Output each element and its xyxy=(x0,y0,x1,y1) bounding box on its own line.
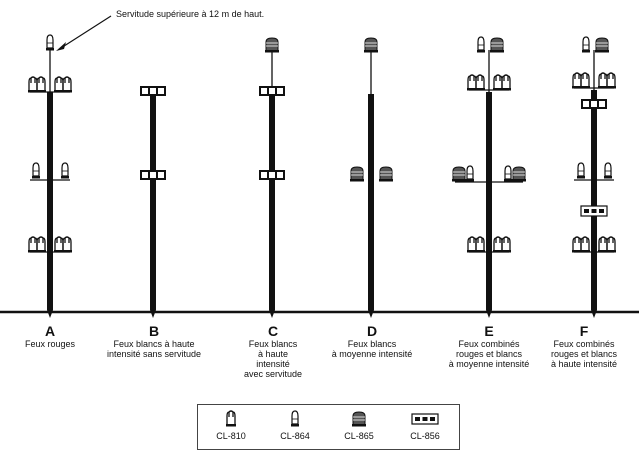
tower-desc-line: à haute intensité xyxy=(550,359,618,369)
tower-label-b: B Feux blancs à haute intensité sans ser… xyxy=(89,323,219,359)
legend-item-cl-864: CL-864 xyxy=(264,405,326,449)
legend-label: CL-810 xyxy=(216,431,246,441)
cl-865-light-icon xyxy=(351,411,367,427)
tower-desc-line: Feux blancs xyxy=(248,339,298,349)
tower-letter: F xyxy=(579,323,589,339)
tower-c xyxy=(259,37,285,318)
tower-desc-line: rouges et blancs xyxy=(455,349,523,359)
tower-letter: C xyxy=(267,323,279,339)
tower-label-d: D Feux blancs à moyenne intensité xyxy=(307,323,437,359)
tower-desc-line: Feux combinés xyxy=(553,339,615,349)
tower-desc-line: Feux rouges xyxy=(24,339,76,349)
tower-desc-line: à haute xyxy=(257,349,289,359)
legend-label: CL-856 xyxy=(410,431,440,441)
tower-e xyxy=(451,36,527,318)
cl-856-light-icon xyxy=(411,413,439,425)
cl-864-light-icon xyxy=(290,410,300,428)
tower-desc-line: intensité xyxy=(256,359,290,369)
legend-item-cl-810: CL-810 xyxy=(200,405,262,449)
tower-label-a: A Feux rouges xyxy=(0,323,115,349)
tower-desc-line: avec servitude xyxy=(243,369,303,379)
tower-b xyxy=(140,86,166,318)
tower-desc-line: à moyenne intensité xyxy=(448,359,530,369)
legend-box: CL-810 CL-864 CL-865 CL-856 xyxy=(197,404,460,450)
cl-810-light-icon xyxy=(225,410,237,428)
legend-label: CL-864 xyxy=(280,431,310,441)
tower-desc-line: Feux combinés xyxy=(458,339,520,349)
callout-note: Servitude supérieure à 12 m de haut. xyxy=(116,9,265,19)
tower-desc-line: intensité sans servitude xyxy=(106,349,202,359)
tower-label-e: E Feux combinés rouges et blancs à moyen… xyxy=(424,323,554,369)
tower-desc-line: Feux blancs xyxy=(347,339,397,349)
tower-letter: A xyxy=(44,323,56,339)
tower-letter: D xyxy=(366,323,378,339)
tower-desc-line: Feux blancs à haute xyxy=(113,339,195,349)
legend-item-cl-865: CL-865 xyxy=(328,405,390,449)
tower-label-c: C Feux blancs à haute intensité avec ser… xyxy=(208,323,338,379)
tower-d xyxy=(349,37,394,318)
tower-letter: E xyxy=(484,323,494,339)
callout-arrow xyxy=(56,15,112,51)
tower-a xyxy=(27,34,73,318)
tower-desc-line: à moyenne intensité xyxy=(331,349,413,359)
tower-desc-line: rouges et blancs xyxy=(550,349,618,359)
legend-label: CL-865 xyxy=(344,431,374,441)
tower-f xyxy=(571,36,617,318)
tower-letter: B xyxy=(148,323,160,339)
legend-item-cl-856: CL-856 xyxy=(394,405,456,449)
tower-label-f: F Feux combinés rouges et blancs à haute… xyxy=(529,323,639,369)
